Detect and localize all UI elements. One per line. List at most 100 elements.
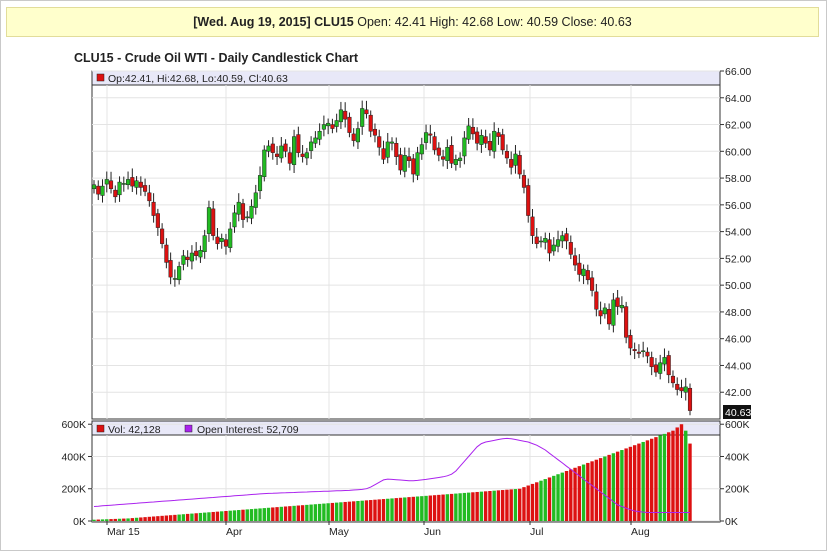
volume-bar (254, 508, 258, 521)
candle-body (283, 143, 288, 152)
candle (453, 154, 458, 171)
candle (304, 147, 309, 166)
candle (266, 140, 271, 158)
volume-bar (415, 496, 420, 521)
volume-bar (262, 508, 266, 521)
candle (475, 127, 480, 151)
volume-bar (245, 509, 249, 521)
candle-body (517, 155, 522, 175)
volume-bar (581, 464, 586, 521)
volume-bar (356, 501, 360, 521)
candle (551, 237, 556, 256)
candle-body (215, 236, 220, 244)
candle-body (368, 114, 373, 132)
candle-body (304, 152, 309, 159)
candle-body (317, 130, 322, 140)
candle (534, 228, 539, 249)
candle-body (313, 137, 318, 144)
candle-body (189, 252, 194, 262)
candle-body (355, 128, 360, 143)
candle-body (223, 239, 229, 247)
price-y-axis: 66.00 64.00 62.00 60.00 58.00 56.00 54.00 52.00… (720, 66, 751, 399)
volume-bar (679, 424, 684, 521)
candle (662, 348, 667, 372)
candle-body (675, 383, 680, 390)
candle-body (126, 179, 131, 186)
candle (483, 129, 488, 148)
candle-body (662, 357, 667, 365)
banner-symbol: CLU15 (314, 15, 354, 29)
candle (466, 117, 471, 144)
candle (526, 178, 531, 223)
candle-body (496, 132, 501, 137)
candle (394, 137, 399, 165)
candle (487, 133, 492, 156)
x-tick-label: May (329, 526, 350, 538)
candle (279, 136, 284, 163)
candle-body (415, 152, 420, 176)
candle (649, 351, 654, 376)
candle-body (96, 185, 101, 195)
volume-bar (237, 510, 241, 521)
volume-bar (496, 490, 501, 521)
volume-bar (360, 500, 364, 521)
candle (257, 166, 263, 200)
last-price-box (723, 405, 751, 419)
candle-body (568, 242, 573, 255)
oi-legend-text: Open Interest: 52,709 (197, 424, 299, 436)
candle (385, 132, 390, 164)
volume-bar (117, 518, 122, 521)
volume-legend-text: Vol: 42,128 (108, 424, 161, 436)
volume-bar (424, 495, 428, 521)
candle (492, 122, 497, 159)
volume-bar (296, 505, 301, 521)
candle-body (564, 233, 569, 242)
volume-bar (390, 498, 394, 521)
volume-bar (313, 504, 318, 521)
candle (406, 147, 412, 168)
volume-bar (649, 438, 654, 521)
candle (296, 126, 301, 158)
candle (538, 236, 544, 248)
candle-body (334, 120, 339, 127)
candle (679, 379, 684, 398)
candle (547, 232, 552, 262)
volume-bar (688, 443, 692, 521)
candle-body (134, 180, 139, 188)
volume-left-tick-label: 0K (73, 516, 86, 528)
candle-body (287, 152, 292, 164)
candle-body (551, 244, 556, 252)
candle (338, 101, 343, 129)
price-tick-label: 52.00 (725, 253, 751, 265)
candle (560, 230, 565, 249)
candle-body (279, 145, 284, 159)
candle-body (211, 208, 216, 236)
candle-body (687, 387, 693, 411)
volume-bar (624, 448, 628, 521)
volume-bar (164, 515, 169, 521)
candle-body (581, 268, 586, 277)
volume-bar (526, 485, 530, 521)
volume-bar (454, 493, 458, 521)
candle-body (185, 256, 190, 260)
volume-bar (684, 430, 688, 521)
price-tick-label: 64.00 (725, 93, 751, 105)
candle (602, 303, 607, 319)
candle-body (262, 149, 267, 177)
candle-body (526, 185, 531, 216)
candle (121, 176, 126, 192)
candle-body (343, 110, 348, 120)
candle (317, 123, 322, 146)
quote-banner: [Wed. Aug 19, 2015] CLU15 Open: 42.41 Hi… (6, 7, 819, 37)
volume-bar (96, 519, 100, 521)
volume-bar (535, 482, 539, 521)
candle-body (521, 175, 527, 188)
price-tick-label: 54.00 (725, 227, 751, 239)
x-tick-label: Mar 15 (107, 526, 140, 538)
candle-body (194, 250, 199, 256)
candle-body (266, 145, 271, 152)
candle (347, 112, 352, 138)
candle-body (381, 148, 386, 160)
volume-bar (309, 504, 313, 521)
